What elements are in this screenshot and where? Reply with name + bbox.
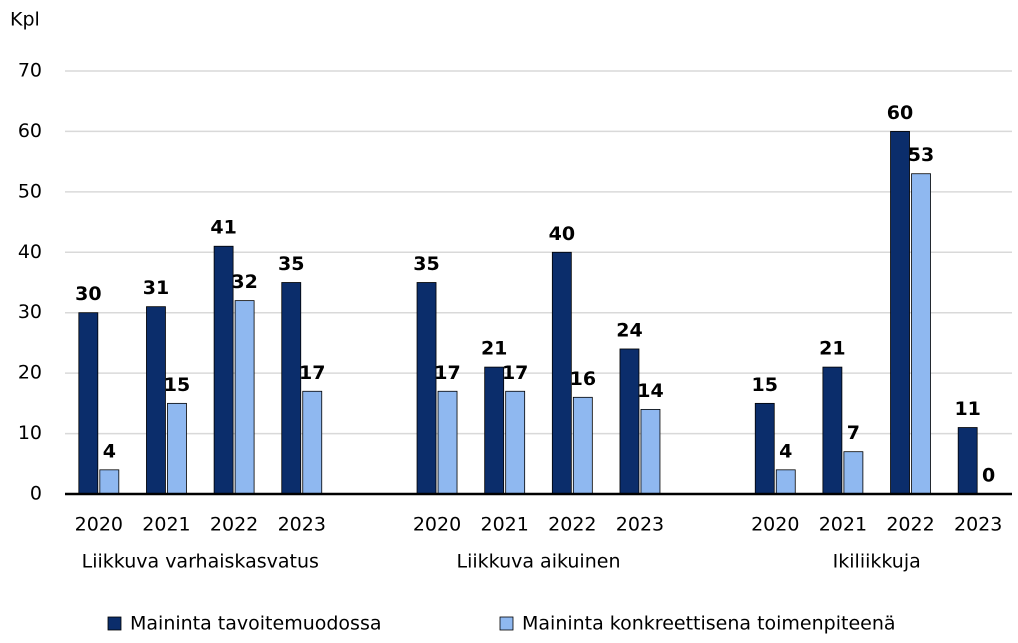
value-label: 41 [210, 217, 236, 239]
x-tick-label: 2023 [616, 514, 664, 536]
bar [640, 408, 661, 495]
group-label: Ikiliikkuja [833, 551, 921, 573]
bar [957, 427, 978, 495]
bar [572, 396, 593, 495]
y-tick-label: 0 [30, 483, 42, 505]
value-label: 53 [908, 144, 934, 166]
value-label: 40 [549, 223, 575, 245]
bar [619, 348, 640, 495]
x-tick-label: 2020 [413, 514, 461, 536]
value-label: 32 [231, 271, 257, 293]
value-label: 31 [143, 277, 169, 299]
y-tick-label: 70 [18, 60, 42, 82]
value-label: 7 [847, 422, 860, 444]
y-axis-label: Kpl [10, 9, 40, 31]
y-tick-label: 10 [18, 422, 42, 444]
bar [167, 402, 187, 495]
x-tick-label: 2021 [819, 514, 867, 536]
legend-swatch [107, 616, 122, 631]
bar [505, 390, 526, 495]
bar [484, 366, 505, 495]
bar [911, 173, 931, 495]
x-tick-label: 2023 [278, 514, 326, 536]
value-label: 24 [616, 319, 642, 341]
bar [416, 282, 437, 495]
legend-label: Maininta tavoitemuodossa [130, 613, 382, 635]
x-tick-label: 2023 [954, 514, 1002, 536]
bar [437, 390, 458, 495]
value-label: 21 [481, 338, 507, 360]
value-label: 15 [752, 374, 778, 396]
bar [302, 390, 323, 495]
bar [234, 300, 255, 495]
bar [843, 451, 864, 495]
bar [281, 282, 302, 495]
x-tick-label: 2022 [548, 514, 596, 536]
value-label: 4 [779, 440, 792, 462]
value-label: 15 [164, 374, 190, 396]
legend-label: Maininta konkreettisena toimenpiteenä [522, 613, 896, 635]
value-label: 14 [637, 380, 663, 402]
value-label: 17 [434, 362, 460, 384]
value-label: 11 [954, 398, 980, 420]
x-tick-label: 2021 [142, 514, 190, 536]
y-tick-label: 20 [18, 362, 42, 384]
value-label: 16 [570, 368, 596, 390]
x-tick-label: 2020 [751, 514, 799, 536]
y-tick-label: 50 [18, 180, 42, 202]
group-label: Liikkuva aikuinen [457, 551, 621, 573]
bar [775, 469, 796, 495]
bar [822, 366, 843, 495]
value-label: 35 [278, 253, 304, 275]
value-label: 30 [75, 283, 101, 305]
bar [213, 245, 234, 495]
bar [146, 306, 166, 495]
value-label: 17 [502, 362, 528, 384]
value-label: 35 [413, 253, 439, 275]
legend-swatch [499, 616, 514, 631]
bar [754, 402, 775, 495]
bar [78, 312, 99, 495]
x-tick-label: 2022 [886, 514, 934, 536]
value-label: 0 [982, 465, 995, 487]
x-tick-label: 2020 [75, 514, 123, 536]
group-label: Liikkuva varhaiskasvatus [82, 551, 319, 573]
x-tick-label: 2021 [480, 514, 528, 536]
x-tick-label: 2022 [210, 514, 258, 536]
bar [99, 469, 120, 495]
y-tick-label: 30 [18, 301, 42, 323]
bar [890, 131, 910, 495]
value-label: 17 [299, 362, 325, 384]
y-tick-label: 60 [18, 120, 42, 142]
value-label: 60 [887, 102, 913, 124]
bar [551, 251, 572, 495]
y-tick-label: 40 [18, 241, 42, 263]
value-label: 4 [103, 440, 116, 462]
value-label: 21 [819, 338, 845, 360]
